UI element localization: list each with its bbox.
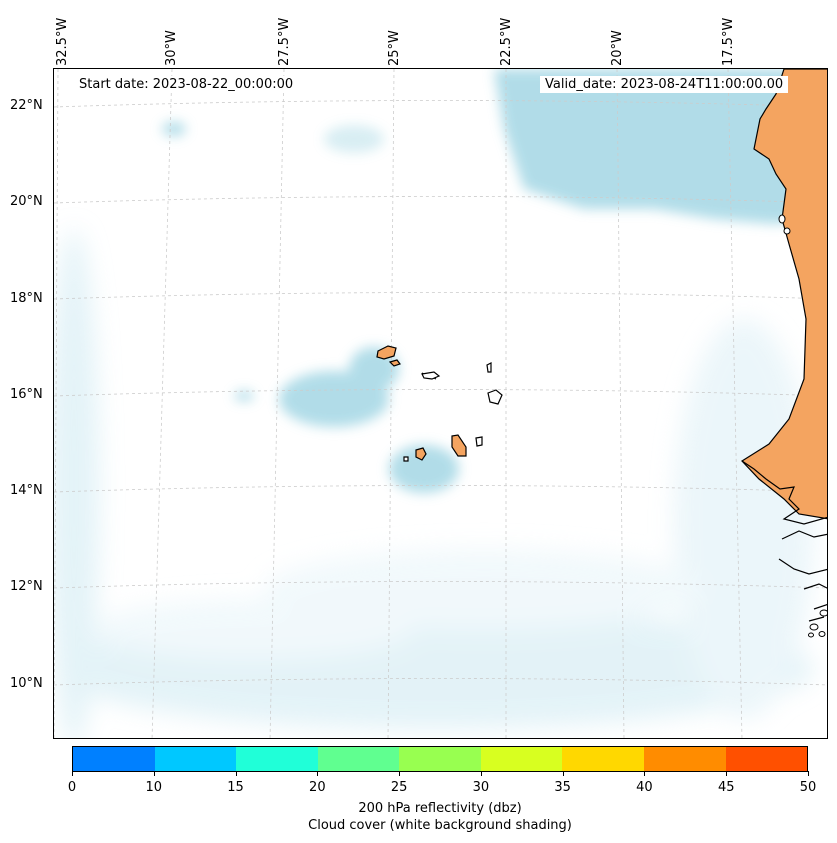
colorbar-tick [480,771,482,776]
lon-label-20w: 20°W [610,30,625,66]
cloud-cover-shading [54,229,814,738]
colorbar-segment [725,747,808,771]
sao-nicolau-east [421,371,441,380]
lon-label-32-5w: 32.5°W [55,17,70,66]
bijagos-islands [808,609,827,638]
lon-label-25w: 25°W [387,30,402,66]
colorbar-tick [153,771,155,776]
colorbar-segment [643,747,726,771]
colorbar-segment [480,747,563,771]
colorbar-tick-label: 25 [390,780,408,795]
guinea-bissau-coast [778,558,827,622]
colorbar-label-line2: Cloud cover (white background shading) [308,818,572,833]
lat-label-18n: 18°N [10,291,43,306]
lon-label-17-5w: 17.5°W [721,17,736,66]
cape-verde-islands [376,345,503,462]
gambia-river [781,530,827,540]
lat-label-20n: 20°N [10,194,43,209]
lat-label-10n: 10°N [10,676,43,691]
santo-antao-island [376,345,397,360]
colorbar-tick-label: 20 [309,780,326,795]
colorbar-tick [235,771,237,776]
lat-label-12n: 12°N [10,579,43,594]
colorbar-tick [726,771,728,776]
colorbar-tick-label: 10 [145,780,163,795]
colorbar-tick [72,771,73,776]
lon-label-27-5w: 27.5°W [277,17,292,66]
colorbar-segment [236,747,318,771]
colorbar-tick-label: 40 [636,780,653,795]
brava-island [403,456,409,462]
map-panel[interactable] [53,68,828,739]
colorbar-segment [562,747,644,771]
map-canvas [54,69,827,738]
start-date-label: Start date: 2023-08-22_00:00:00 [74,76,299,93]
valid-date-label: Valid_date: 2023-08-24T11:00:00.00 [540,76,789,93]
colorbar-tick-label: 30 [472,780,490,795]
colorbar-tick [644,771,646,776]
colorbar-segment [317,747,400,771]
colorbar-tick-label: 0 [67,780,77,795]
fogo-island [415,447,427,461]
lat-label-14n: 14°N [10,483,43,498]
colorbar-tick-label: 15 [227,780,244,795]
lon-label-22-5w: 22.5°W [499,17,514,66]
maio-island [475,436,483,447]
santiago-island [451,434,467,457]
boa-vista-island [487,389,503,405]
colorbar-tick [317,771,319,776]
graticule [54,69,827,738]
lat-label-22n: 22°N [10,98,43,113]
lon-label-30w: 30°W [164,30,179,66]
colorbar-tick [399,771,401,776]
colorbar-segment [73,747,155,771]
sal-island [486,362,492,373]
mauritania-coast-islets [778,214,791,235]
colorbar-label-line1: 200 hPa reflectivity (dbz) [358,801,522,816]
colorbar-tick-label: 45 [717,780,735,795]
colorbar-segment [399,747,481,771]
colorbar-tick-label: 35 [554,780,571,795]
africa-land [741,69,827,520]
sao-vicente-island [388,359,401,367]
colorbar-segment [154,747,237,771]
colorbar-tick [562,771,564,776]
senegal-coast [741,460,827,525]
colorbar-tick-label: 50 [799,780,817,795]
colorbar-tick [808,771,809,776]
reflectivity-colorbar [72,746,808,772]
lat-label-16n: 16°N [10,387,43,402]
